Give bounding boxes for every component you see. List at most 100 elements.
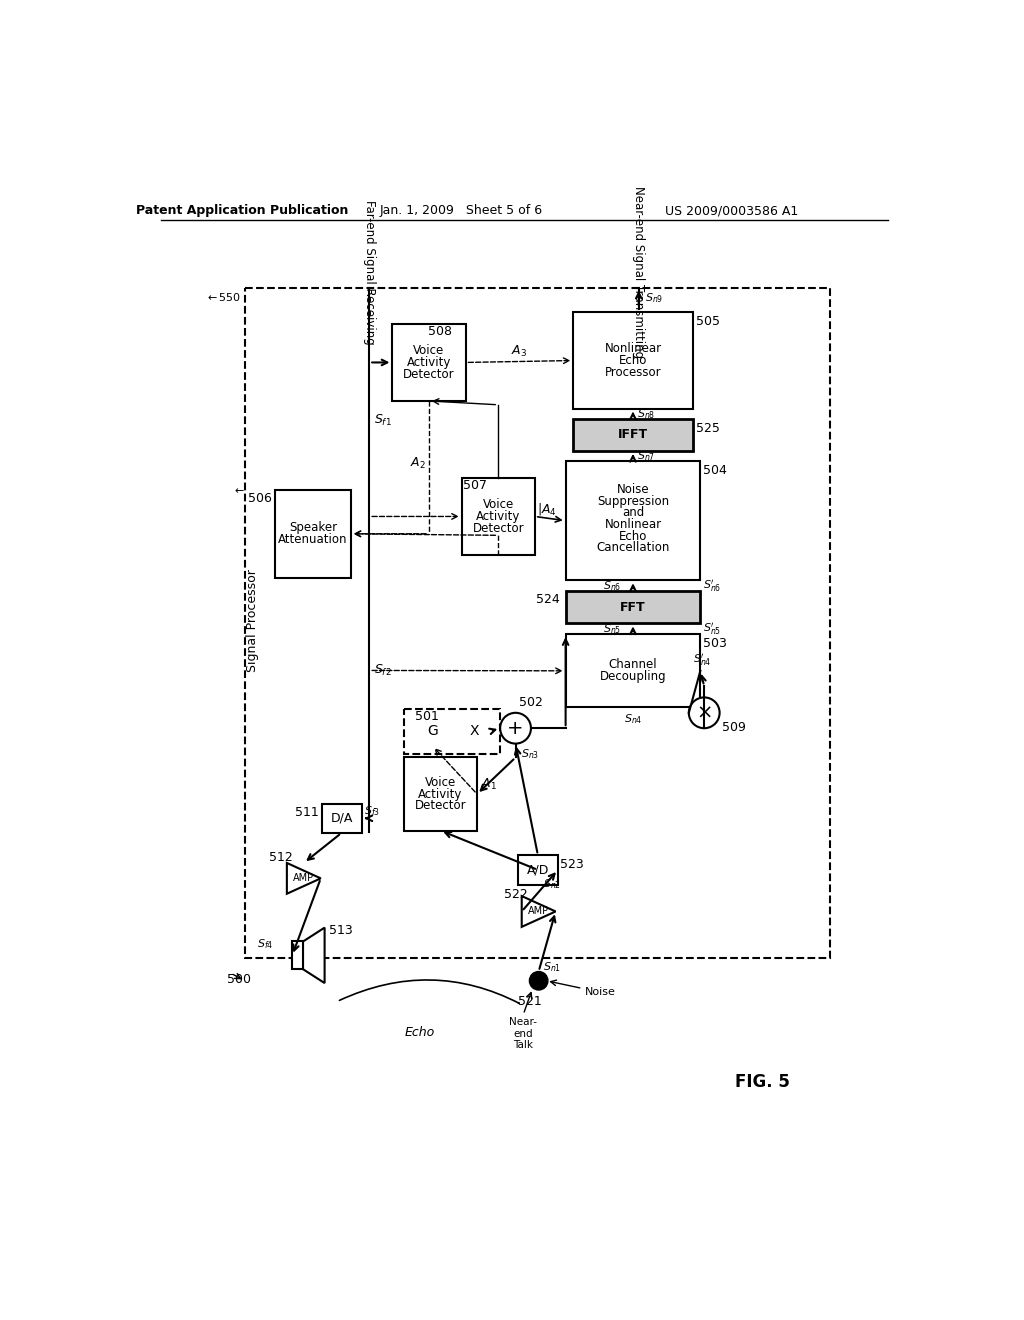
Text: AMP: AMP [293,874,314,883]
Polygon shape [287,863,321,894]
Text: Speaker: Speaker [289,521,337,535]
Text: 506: 506 [248,492,271,504]
Text: Near-
end
Talk: Near- end Talk [509,1016,538,1051]
Text: $S_{n9}$: $S_{n9}$ [645,292,664,305]
Text: Channel: Channel [608,659,657,671]
Text: X: X [469,725,479,738]
Text: and: and [622,507,644,520]
Text: $S_{n3}$: $S_{n3}$ [521,747,540,762]
Polygon shape [303,928,325,983]
Text: A/D: A/D [526,863,549,876]
Text: 522: 522 [504,887,527,900]
Text: Signal Processor: Signal Processor [246,569,259,672]
Text: $A_2$: $A_2$ [410,457,426,471]
Text: $S_{n6}'$: $S_{n6}'$ [703,578,722,594]
Text: $S_{f4}$: $S_{f4}$ [257,937,273,952]
Text: $S_{n7}$: $S_{n7}$ [637,449,655,463]
FancyArrowPatch shape [339,979,519,1003]
Text: $S_{n2}$: $S_{n2}$ [543,876,561,891]
Circle shape [689,697,720,729]
Text: $A_1$: $A_1$ [481,777,497,792]
Text: 503: 503 [703,638,727,651]
Text: Nonlinear: Nonlinear [604,517,662,531]
Text: Echo: Echo [404,1026,434,1039]
Text: 521: 521 [517,995,542,1007]
Text: 525: 525 [695,422,720,434]
Polygon shape [521,896,556,927]
Text: Decoupling: Decoupling [600,671,667,684]
FancyBboxPatch shape [414,717,451,746]
Text: Activity: Activity [476,510,520,523]
FancyBboxPatch shape [322,804,361,833]
Text: $S_{f3}$: $S_{f3}$ [364,804,380,818]
FancyBboxPatch shape [403,709,500,754]
Text: Detector: Detector [403,367,455,380]
Text: $S_{n4}'$: $S_{n4}'$ [693,652,712,668]
Text: US 2009/0003586 A1: US 2009/0003586 A1 [665,205,798,218]
FancyBboxPatch shape [565,635,700,708]
Text: D/A: D/A [331,812,352,825]
Text: Attenuation: Attenuation [279,533,348,546]
FancyBboxPatch shape [392,323,466,401]
Text: $S_{n4}$: $S_{n4}$ [624,711,642,726]
Text: Patent Application Publication: Patent Application Publication [136,205,348,218]
Text: AMP: AMP [528,907,549,916]
Circle shape [529,972,548,990]
Text: 504: 504 [703,465,727,477]
Text: $\leftarrow$: $\leftarrow$ [231,486,245,495]
Text: Voice: Voice [425,776,456,789]
FancyBboxPatch shape [462,478,535,554]
Text: $S_{n5}$: $S_{n5}$ [603,622,622,636]
FancyBboxPatch shape [275,490,351,578]
Text: Cancellation: Cancellation [596,541,670,554]
Text: 513: 513 [330,924,353,937]
Text: 501: 501 [416,710,439,723]
Text: 512: 512 [269,851,293,865]
Text: Jan. 1, 2009   Sheet 5 of 6: Jan. 1, 2009 Sheet 5 of 6 [380,205,543,218]
Text: 500: 500 [226,973,251,986]
Text: Detector: Detector [415,799,466,812]
FancyBboxPatch shape [565,591,700,623]
Text: Near-end Signal Transmitting: Near-end Signal Transmitting [632,186,645,359]
Text: FIG. 5: FIG. 5 [734,1073,790,1092]
Text: Voice: Voice [482,499,514,511]
FancyBboxPatch shape [573,418,692,451]
Text: Far-end Signal Receiving: Far-end Signal Receiving [362,201,376,345]
Text: Detector: Detector [472,521,524,535]
Text: $S_{f2}$: $S_{f2}$ [374,663,391,678]
Text: Processor: Processor [605,366,662,379]
Circle shape [500,713,531,743]
Text: 505: 505 [695,315,720,329]
Text: +: + [507,718,524,738]
Text: Noise: Noise [616,483,649,496]
Text: Echo: Echo [618,529,647,543]
Text: Nonlinear: Nonlinear [604,342,662,355]
Text: 511: 511 [296,807,319,818]
Text: Activity: Activity [418,788,463,800]
Text: 508: 508 [428,326,453,338]
FancyBboxPatch shape [245,288,829,958]
Text: IFFT: IFFT [617,428,648,441]
Text: Activity: Activity [407,356,452,370]
Text: Suppression: Suppression [597,495,669,508]
FancyBboxPatch shape [565,461,700,581]
Text: G: G [427,725,438,738]
Text: $S_{n8}$: $S_{n8}$ [637,407,655,421]
FancyBboxPatch shape [518,855,558,884]
FancyBboxPatch shape [458,717,490,746]
Text: $|A_4$: $|A_4$ [538,500,557,516]
Text: $S_{n1}$: $S_{n1}$ [543,960,561,974]
Text: $S_{n5}'$: $S_{n5}'$ [703,620,722,636]
Text: ×: × [696,704,713,722]
FancyBboxPatch shape [573,313,692,409]
Text: $\leftarrow$550: $\leftarrow$550 [205,290,241,302]
Text: 524: 524 [536,593,559,606]
Text: 523: 523 [560,858,584,871]
Text: Noise: Noise [585,986,615,997]
Text: FFT: FFT [621,601,646,614]
Text: 509: 509 [722,721,745,734]
FancyBboxPatch shape [403,758,477,830]
Text: Echo: Echo [618,354,647,367]
Text: Voice: Voice [414,345,444,358]
Text: $S_{n6}$: $S_{n6}$ [603,579,622,593]
